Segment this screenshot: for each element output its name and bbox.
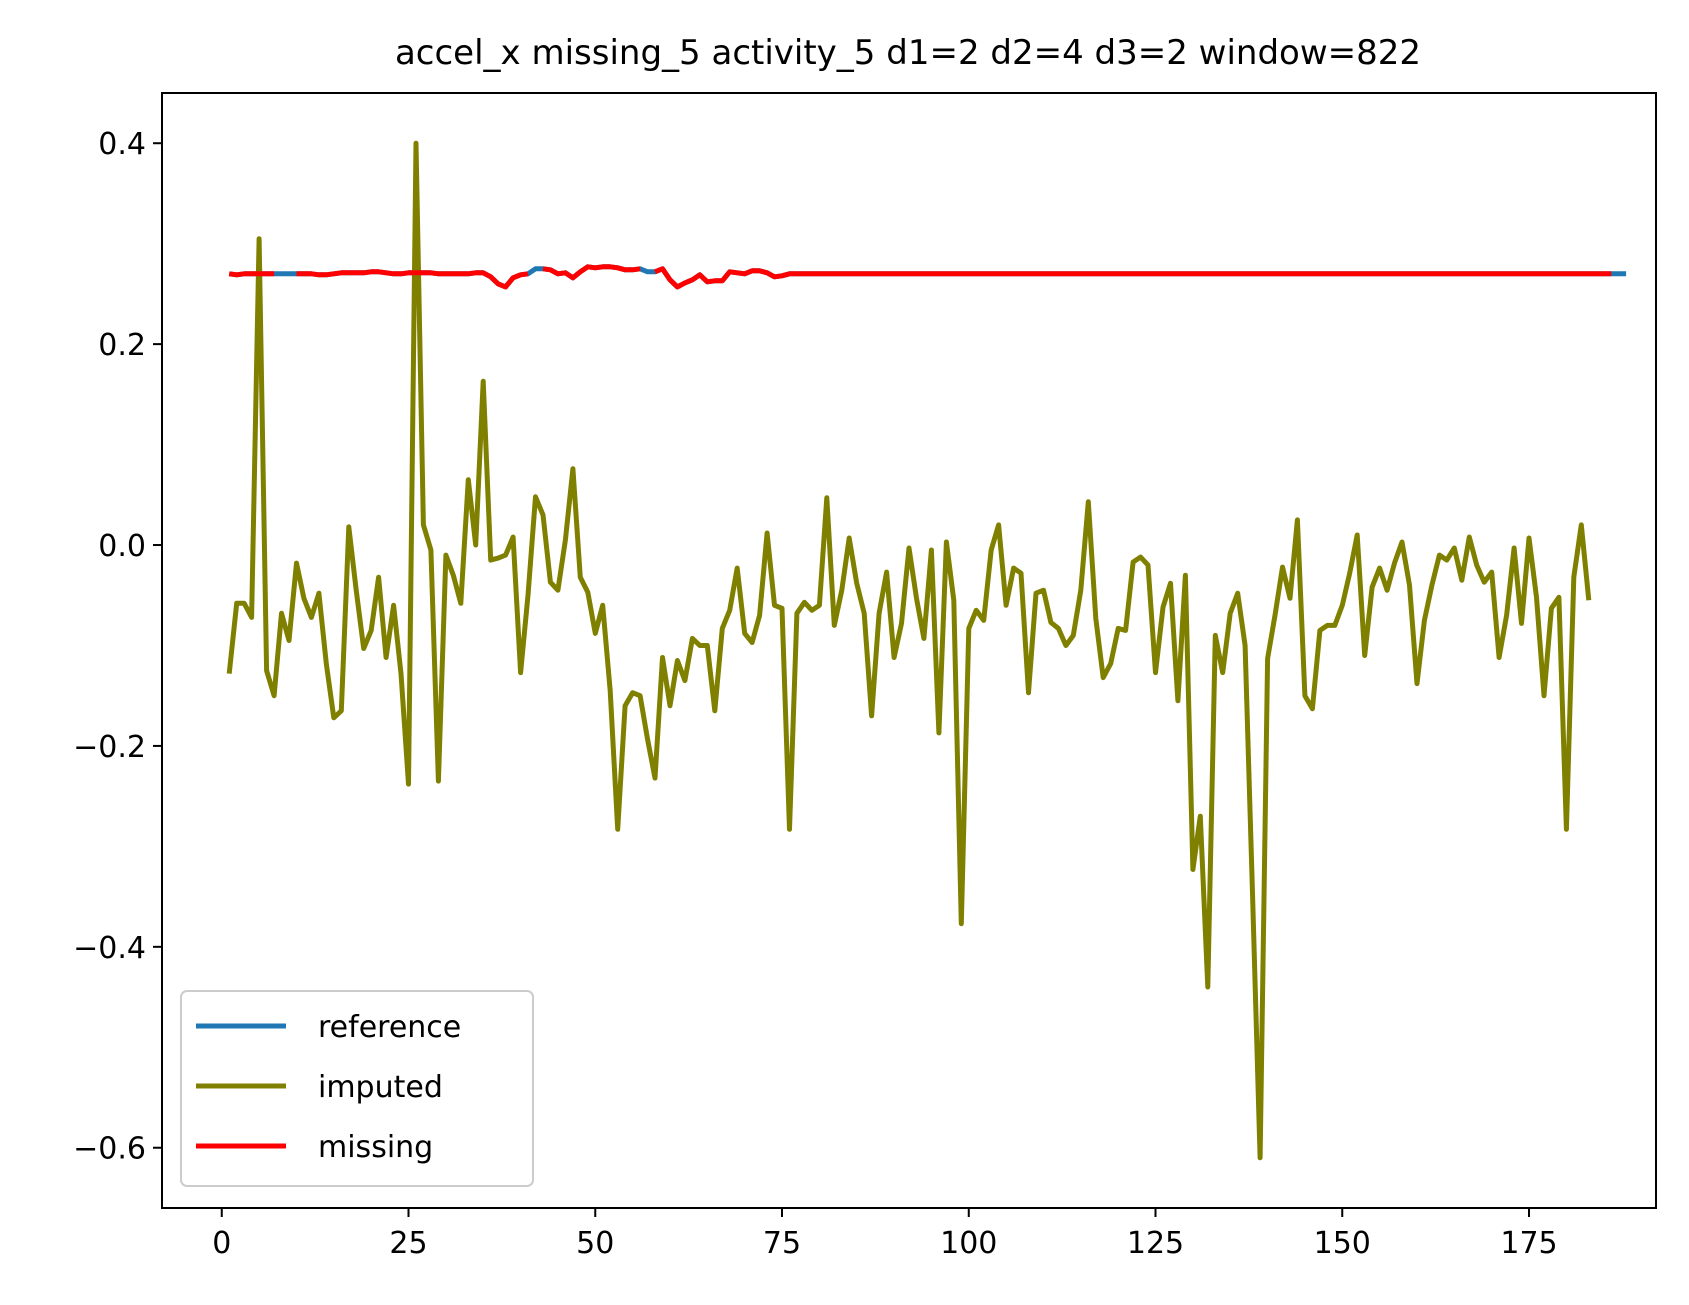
x-axis: 0 25 50 75 100 125 150 175 <box>212 1208 1558 1261</box>
legend-box <box>180 990 534 1187</box>
x-tick-label: 25 <box>389 1226 427 1261</box>
y-tick-label: −0.6 <box>73 1132 146 1167</box>
x-tick-label: 50 <box>576 1226 614 1261</box>
axes-frame <box>161 92 1657 1209</box>
legend-label-missing: missing <box>318 1130 433 1165</box>
legend-label-reference: reference <box>318 1010 461 1045</box>
series-line-imputed <box>226 140 1592 1161</box>
y-axis: 0.4 0.2 0.0 −0.2 −0.4 −0.6 <box>73 127 162 1167</box>
legend: reference imputed missing <box>180 990 534 1187</box>
x-tick-label: 150 <box>1314 1226 1371 1261</box>
y-tick-label: 0.4 <box>98 127 146 162</box>
legend-label-imputed: imputed <box>318 1070 443 1105</box>
chart-title: accel_x missing_5 activity_5 d1=2 d2=4 d… <box>395 33 1421 73</box>
x-tick-label: 75 <box>763 1226 801 1261</box>
series-line-missing <box>228 264 1612 290</box>
y-tick-label: −0.4 <box>73 931 146 966</box>
y-tick-label: 0.0 <box>98 529 146 564</box>
x-tick-label: 100 <box>940 1226 997 1261</box>
y-tick-label: 0.2 <box>98 328 146 363</box>
plot-area <box>226 140 1627 1161</box>
x-tick-label: 175 <box>1500 1226 1557 1261</box>
y-tick-label: −0.2 <box>73 730 146 765</box>
x-tick-label: 125 <box>1127 1226 1184 1261</box>
x-tick-label: 0 <box>212 1226 231 1261</box>
